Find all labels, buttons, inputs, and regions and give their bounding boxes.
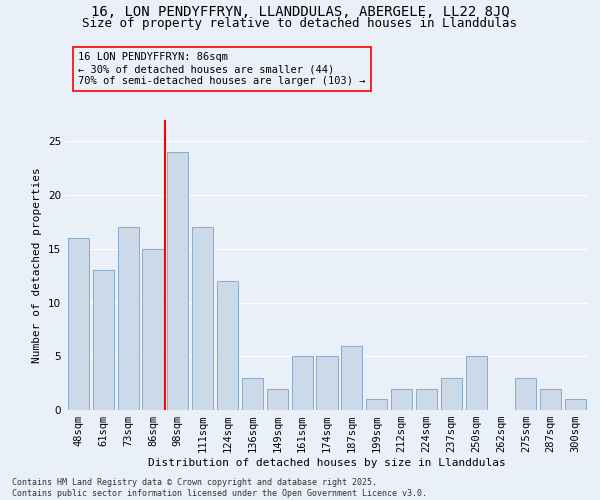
Bar — [118, 228, 139, 410]
Bar — [391, 388, 412, 410]
Text: Contains HM Land Registry data © Crown copyright and database right 2025.
Contai: Contains HM Land Registry data © Crown c… — [12, 478, 427, 498]
Text: Size of property relative to detached houses in Llanddulas: Size of property relative to detached ho… — [83, 18, 517, 30]
Bar — [540, 388, 561, 410]
Bar — [68, 238, 89, 410]
Bar — [515, 378, 536, 410]
Bar — [366, 400, 387, 410]
Y-axis label: Number of detached properties: Number of detached properties — [32, 167, 43, 363]
Bar — [167, 152, 188, 410]
Bar — [416, 388, 437, 410]
Bar — [341, 346, 362, 410]
Bar — [292, 356, 313, 410]
Bar — [565, 400, 586, 410]
Bar — [441, 378, 462, 410]
Bar — [242, 378, 263, 410]
Text: 16, LON PENDYFFRYN, LLANDDULAS, ABERGELE, LL22 8JQ: 16, LON PENDYFFRYN, LLANDDULAS, ABERGELE… — [91, 5, 509, 19]
Bar — [466, 356, 487, 410]
Bar — [142, 249, 164, 410]
Bar — [267, 388, 288, 410]
Bar — [192, 228, 213, 410]
Text: 16 LON PENDYFFRYN: 86sqm
← 30% of detached houses are smaller (44)
70% of semi-d: 16 LON PENDYFFRYN: 86sqm ← 30% of detach… — [78, 52, 365, 86]
X-axis label: Distribution of detached houses by size in Llanddulas: Distribution of detached houses by size … — [148, 458, 506, 468]
Bar — [217, 281, 238, 410]
Bar — [316, 356, 338, 410]
Bar — [93, 270, 114, 410]
